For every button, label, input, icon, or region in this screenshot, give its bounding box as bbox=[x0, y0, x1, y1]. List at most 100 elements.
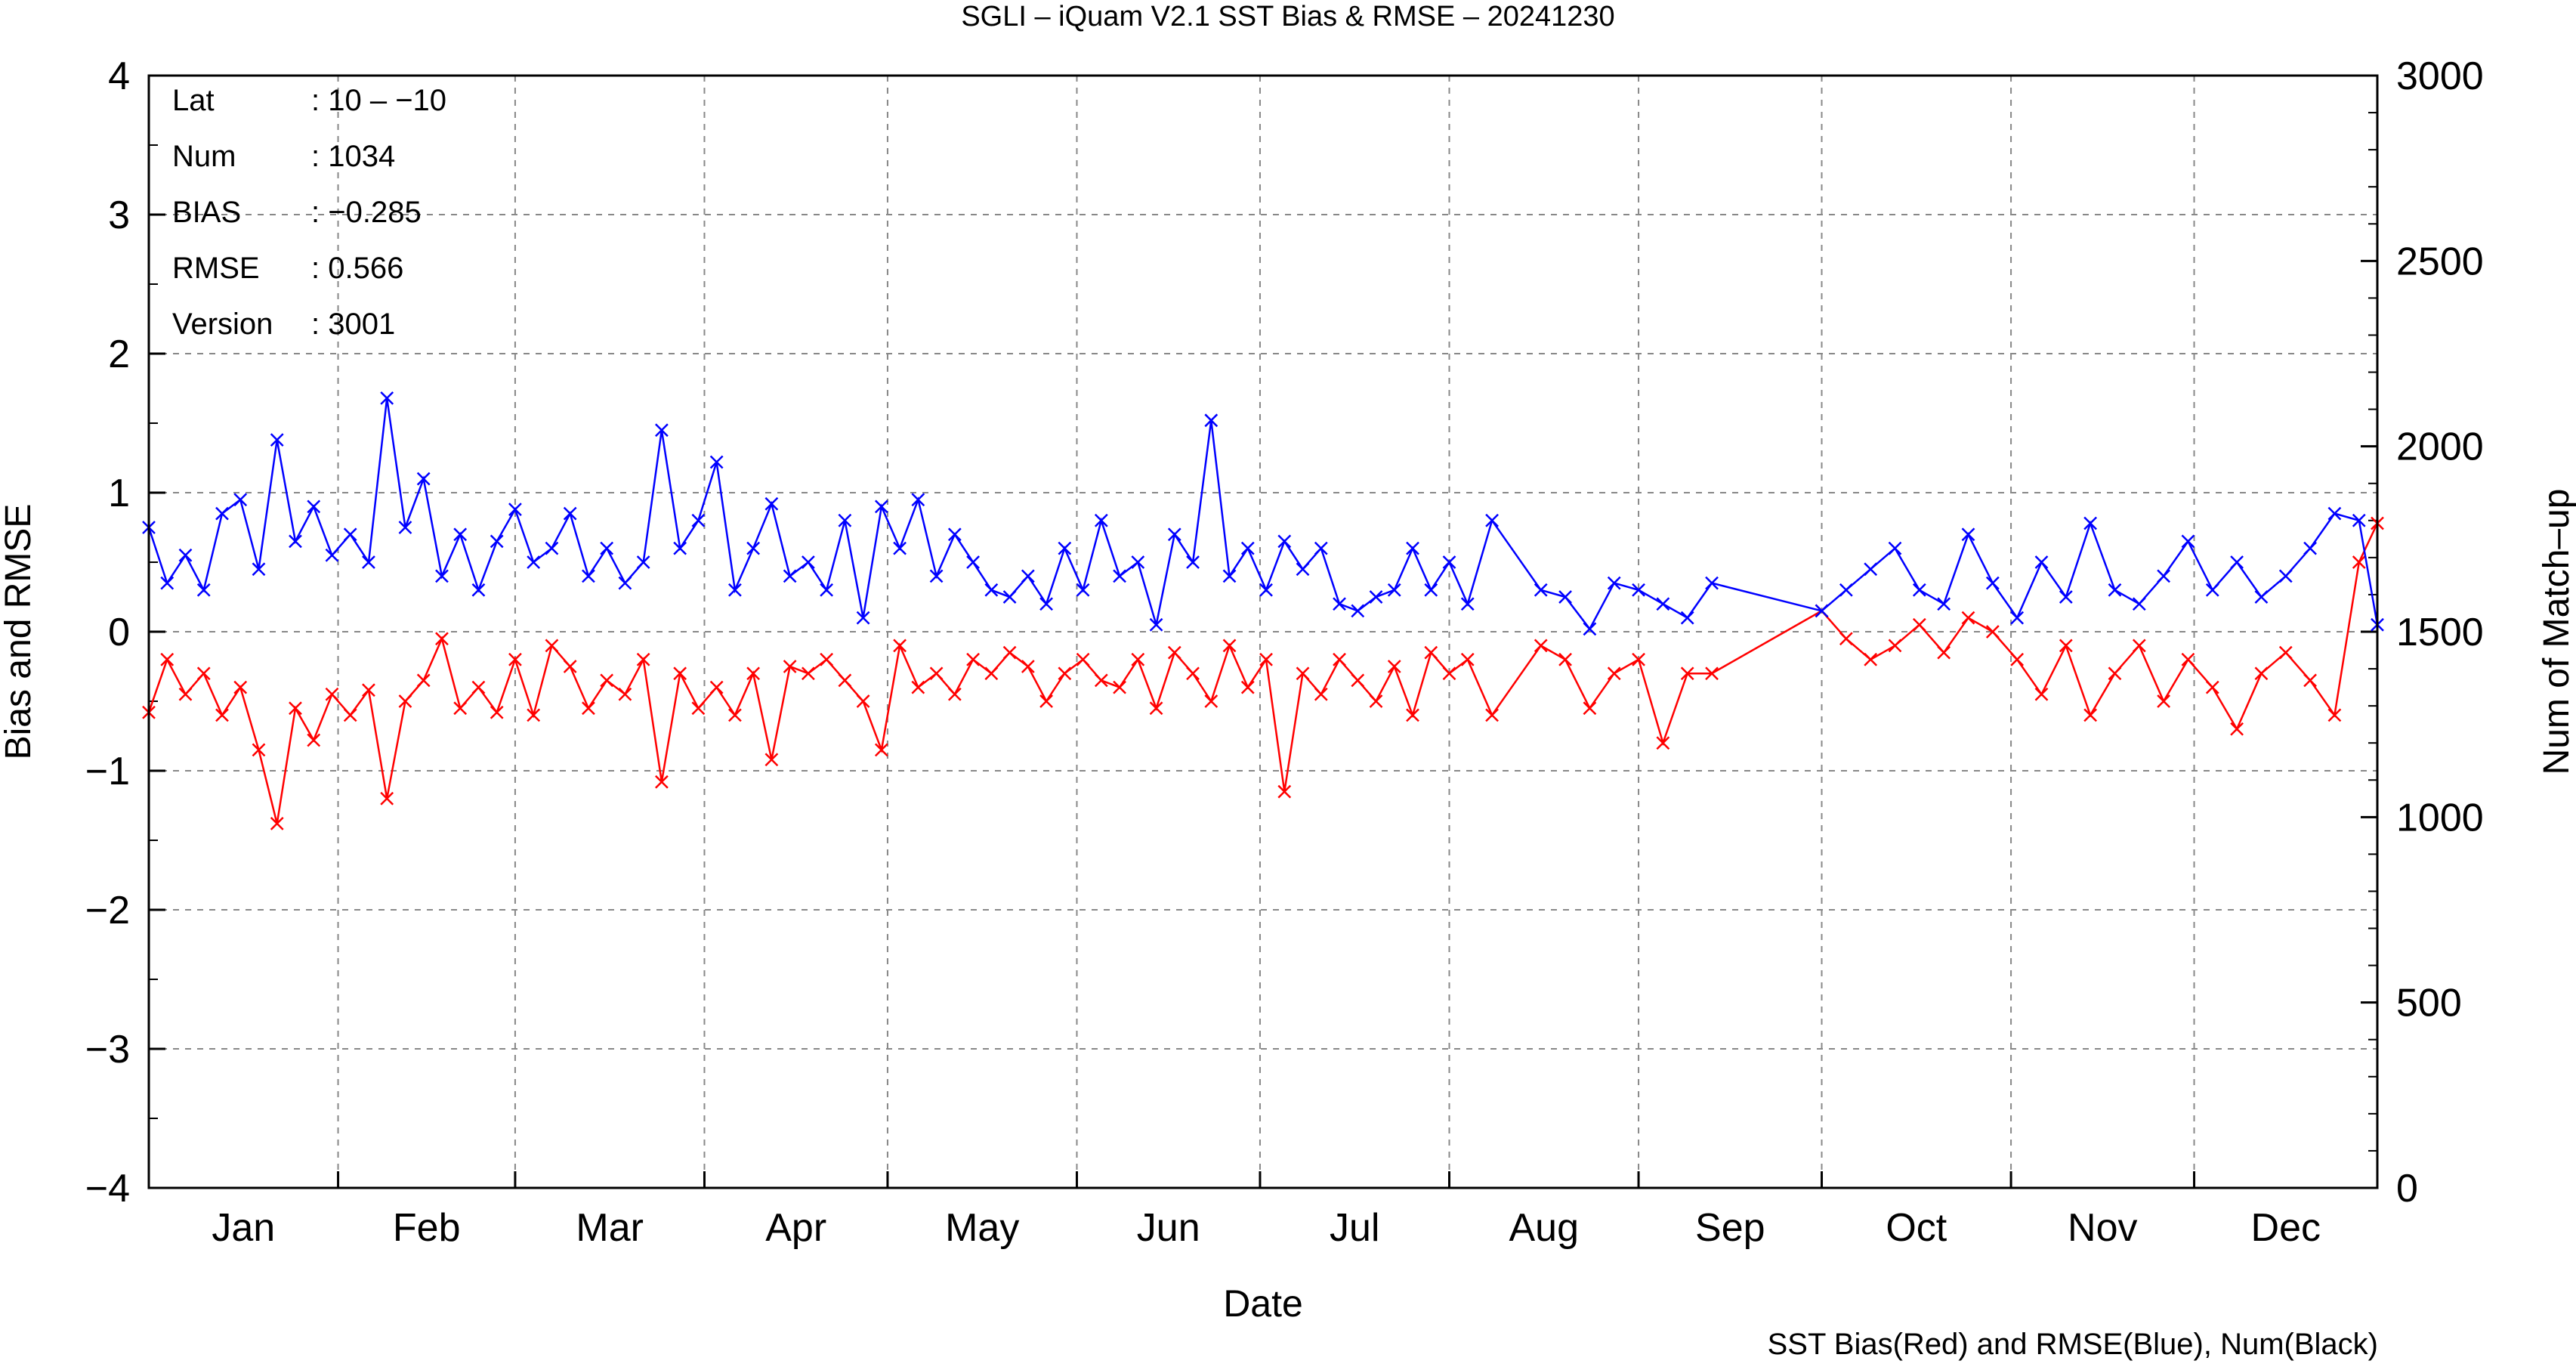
bias-point bbox=[1314, 687, 1328, 701]
stats-box: Lat : 10 – −10 Num : 1034 BIAS : −0.285 … bbox=[172, 84, 446, 341]
bias-point bbox=[1259, 652, 1273, 666]
rmse-point bbox=[1888, 541, 1902, 555]
rmse-point bbox=[673, 541, 687, 555]
series bbox=[142, 391, 2384, 830]
bias-point bbox=[545, 639, 559, 653]
bias-point bbox=[1369, 694, 1383, 708]
rmse-point bbox=[984, 583, 999, 597]
y-axis-ticks: −4 −3 −2 −1 0 1 2 3 4 bbox=[85, 54, 165, 1211]
x-tick-label: Oct bbox=[1886, 1206, 1947, 1250]
bias-point bbox=[307, 733, 321, 747]
bias-point bbox=[947, 687, 962, 701]
y2-tick-label: 3000 bbox=[2396, 54, 2484, 98]
bias-line bbox=[147, 522, 2379, 824]
rmse-point bbox=[380, 391, 394, 405]
bias-point bbox=[966, 652, 980, 666]
bias-point bbox=[1113, 680, 1126, 694]
bias-point bbox=[1222, 639, 1237, 653]
bias-point bbox=[636, 652, 650, 666]
rmse-point bbox=[2205, 583, 2219, 597]
bias-point bbox=[362, 683, 375, 697]
x-tick-label: May bbox=[945, 1206, 1019, 1250]
rmse-point bbox=[1240, 541, 1255, 555]
x-tick-label: Nov bbox=[2068, 1206, 2137, 1250]
bias-point bbox=[416, 673, 431, 688]
y2-axis-label: Num of Match–up bbox=[2537, 489, 2576, 775]
bias-point bbox=[380, 791, 394, 806]
rmse-point bbox=[1912, 583, 1926, 597]
x-tick-label: Dec bbox=[2251, 1206, 2321, 1250]
rmse-point bbox=[215, 506, 229, 521]
rmse-point bbox=[1961, 527, 1975, 542]
rmse-point bbox=[893, 541, 907, 555]
bias-point bbox=[911, 680, 925, 694]
bias-point bbox=[709, 680, 724, 694]
rmse-point bbox=[655, 423, 669, 438]
y-tick-label: 3 bbox=[108, 193, 130, 237]
rmse-point bbox=[1656, 597, 1670, 611]
bias-point bbox=[1204, 694, 1219, 708]
bias-point bbox=[673, 666, 687, 681]
rmse-point bbox=[1406, 541, 1419, 555]
bias-point bbox=[2157, 694, 2171, 708]
rmse-point bbox=[453, 527, 468, 542]
rmse-point bbox=[1076, 583, 1090, 597]
y2-tick-label: 0 bbox=[2396, 1167, 2418, 1211]
rmse-point bbox=[563, 506, 577, 521]
rmse-point bbox=[2327, 506, 2342, 521]
bias-point bbox=[1387, 660, 1401, 673]
rmse-point bbox=[1296, 562, 1310, 577]
y2-tick-label: 1500 bbox=[2396, 611, 2484, 654]
x-tick-label: Sep bbox=[1695, 1206, 1765, 1250]
rmse-point bbox=[1058, 541, 1072, 555]
rmse-point bbox=[764, 496, 779, 511]
bias-point bbox=[1186, 666, 1200, 681]
rmse-point bbox=[1369, 590, 1383, 604]
bias-point bbox=[2205, 680, 2219, 694]
rmse-point bbox=[2132, 597, 2146, 611]
rmse-point bbox=[801, 555, 815, 569]
bias-point bbox=[600, 673, 614, 688]
bias-point bbox=[2254, 666, 2269, 681]
y2-tick-label: 1000 bbox=[2396, 796, 2484, 840]
y-tick-label: 2 bbox=[108, 332, 130, 376]
x-tick-label: Feb bbox=[393, 1206, 461, 1250]
bias-point bbox=[1002, 645, 1017, 660]
rmse-point bbox=[1039, 597, 1053, 611]
bias-point bbox=[435, 632, 449, 646]
rmse-point bbox=[1815, 604, 1829, 618]
rmse-point bbox=[1442, 555, 1456, 569]
bias-point bbox=[233, 680, 248, 694]
rmse-point bbox=[1632, 583, 1645, 597]
rmse-point bbox=[600, 541, 614, 555]
rmse-point bbox=[508, 503, 522, 516]
rmse-point bbox=[2181, 534, 2195, 549]
bias-point bbox=[1424, 645, 1438, 660]
rmse-point bbox=[2034, 555, 2049, 569]
rmse-point bbox=[2352, 513, 2366, 527]
bias-point bbox=[1076, 652, 1090, 666]
x-tick-label: Apr bbox=[765, 1206, 826, 1250]
bias-point bbox=[1839, 632, 1853, 646]
rmse-point bbox=[1424, 583, 1438, 597]
rmse-point bbox=[1131, 555, 1145, 569]
y-tick-label: −4 bbox=[85, 1167, 130, 1211]
rmse-point bbox=[2303, 541, 2317, 555]
bias-point bbox=[2132, 639, 2146, 653]
rmse-point bbox=[966, 555, 980, 569]
rmse-point bbox=[618, 576, 632, 590]
bias-point bbox=[1039, 694, 1053, 708]
bias-point bbox=[874, 743, 888, 757]
rmse-point bbox=[1094, 513, 1108, 527]
rmse-point bbox=[270, 433, 284, 447]
x-tick-label: Mar bbox=[576, 1206, 644, 1250]
rmse-point bbox=[2278, 569, 2293, 583]
rmse-point bbox=[1149, 617, 1163, 632]
rmse-point bbox=[2157, 569, 2171, 583]
rmse-point bbox=[1021, 569, 1035, 583]
bias-point bbox=[1058, 666, 1072, 681]
x-tick-label: Jan bbox=[212, 1206, 275, 1250]
stat-value-rmse: : 0.566 bbox=[311, 252, 403, 285]
bias-point bbox=[783, 660, 797, 673]
